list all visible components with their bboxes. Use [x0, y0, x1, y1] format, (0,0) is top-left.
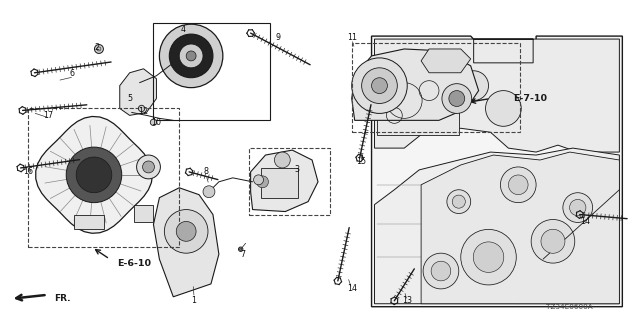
Circle shape [508, 175, 528, 195]
Text: 8: 8 [204, 167, 209, 176]
Text: 14: 14 [580, 217, 589, 226]
Circle shape [66, 147, 122, 203]
Text: 9: 9 [276, 33, 281, 42]
Circle shape [179, 44, 203, 68]
Circle shape [136, 155, 161, 179]
Text: 1: 1 [191, 296, 196, 305]
Circle shape [372, 78, 387, 93]
Circle shape [449, 91, 465, 107]
Circle shape [176, 221, 196, 241]
Circle shape [253, 175, 264, 185]
Circle shape [423, 253, 459, 289]
Text: 4: 4 [180, 25, 186, 34]
Polygon shape [374, 148, 620, 304]
Text: 14: 14 [347, 284, 356, 293]
Bar [248, 148, 330, 214]
Circle shape [352, 58, 407, 113]
Polygon shape [36, 116, 152, 233]
Polygon shape [154, 188, 219, 297]
Text: 13: 13 [402, 296, 412, 305]
Circle shape [563, 193, 593, 222]
Circle shape [431, 261, 451, 281]
Circle shape [412, 81, 456, 124]
Polygon shape [120, 69, 156, 116]
Text: FR.: FR. [54, 294, 71, 303]
Polygon shape [352, 49, 479, 120]
Circle shape [473, 242, 504, 272]
Polygon shape [260, 168, 298, 198]
Circle shape [570, 199, 586, 216]
Text: TZ34E0600A: TZ34E0600A [547, 304, 593, 310]
Bar [154, 23, 271, 120]
Text: 11: 11 [347, 33, 356, 42]
Text: E-6-10: E-6-10 [116, 259, 150, 268]
Text: 17: 17 [44, 111, 54, 120]
Circle shape [461, 229, 516, 285]
Polygon shape [421, 152, 620, 304]
Polygon shape [74, 214, 104, 229]
Polygon shape [374, 39, 620, 152]
Text: 3: 3 [294, 165, 300, 174]
Circle shape [239, 248, 242, 250]
Circle shape [150, 119, 157, 125]
Circle shape [452, 195, 465, 208]
Circle shape [164, 210, 208, 253]
Circle shape [531, 220, 575, 263]
Bar [352, 43, 520, 132]
Circle shape [447, 190, 470, 213]
Text: 2: 2 [94, 44, 99, 52]
Circle shape [138, 105, 145, 112]
Circle shape [76, 157, 112, 193]
Circle shape [486, 91, 521, 126]
Polygon shape [378, 66, 459, 135]
Text: 16: 16 [24, 167, 33, 176]
Bar [28, 108, 179, 247]
Polygon shape [134, 204, 154, 222]
Circle shape [275, 152, 291, 168]
Circle shape [170, 34, 213, 78]
Text: 6: 6 [70, 69, 75, 78]
Text: E-7-10: E-7-10 [513, 94, 547, 103]
Circle shape [143, 161, 154, 173]
Circle shape [203, 186, 215, 198]
Circle shape [257, 176, 268, 188]
Text: 5: 5 [127, 94, 132, 103]
Circle shape [95, 44, 104, 53]
Text: 7: 7 [240, 250, 245, 259]
Circle shape [159, 24, 223, 88]
Text: 12: 12 [138, 107, 148, 116]
Circle shape [459, 71, 488, 100]
Circle shape [541, 229, 565, 253]
Circle shape [362, 68, 397, 103]
Text: 10: 10 [152, 118, 161, 127]
Circle shape [186, 51, 196, 61]
Polygon shape [251, 150, 318, 212]
Polygon shape [372, 36, 622, 307]
Circle shape [442, 84, 472, 113]
Text: 15: 15 [356, 157, 367, 166]
Circle shape [500, 167, 536, 203]
Circle shape [239, 247, 243, 252]
Polygon shape [421, 49, 470, 73]
